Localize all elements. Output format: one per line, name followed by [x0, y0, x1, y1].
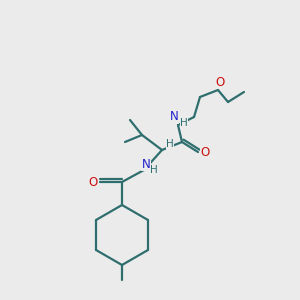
Text: H: H [180, 118, 188, 128]
Text: O: O [215, 76, 225, 88]
Text: O: O [88, 176, 98, 188]
Text: H: H [166, 139, 174, 149]
Text: H: H [150, 165, 158, 175]
Text: O: O [200, 146, 210, 158]
Text: N: N [169, 110, 178, 124]
Text: N: N [142, 158, 150, 170]
